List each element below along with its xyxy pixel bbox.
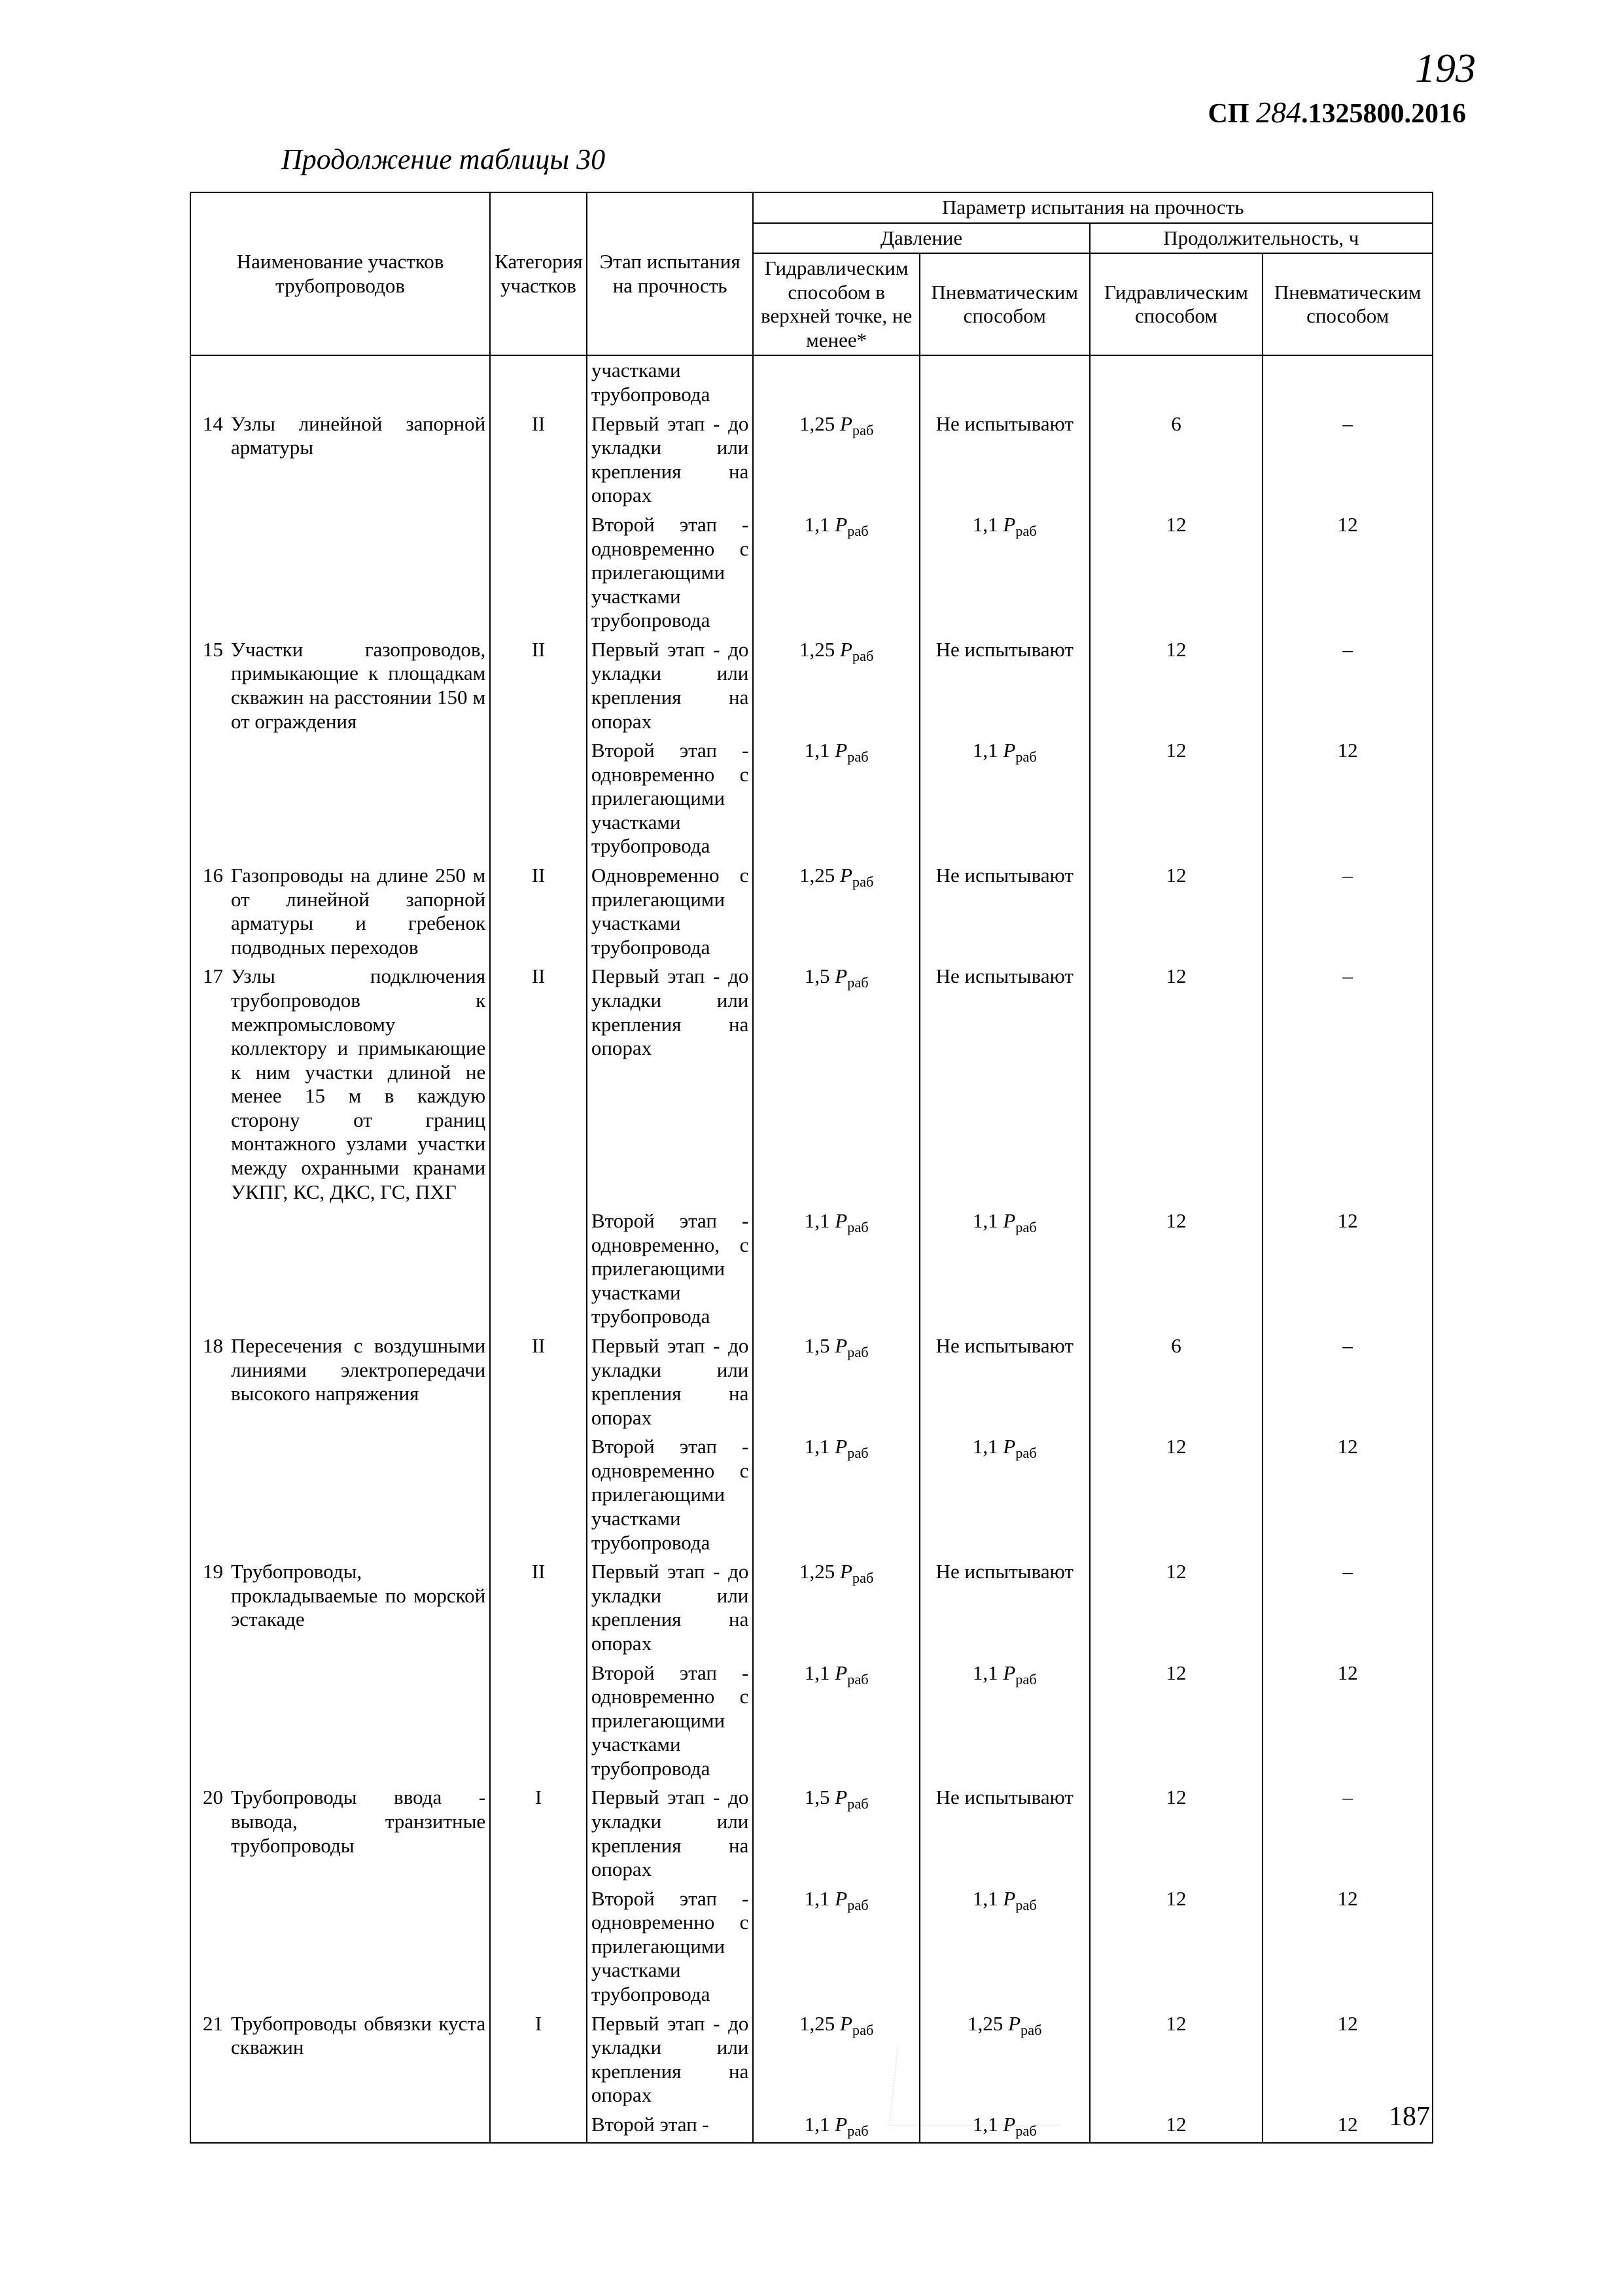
table-row: 20Трубопроводы ввода - вывода, транзитны…: [190, 1783, 1433, 1884]
table-row: 14Узлы линейной запорной арматурыIIПервы…: [190, 410, 1433, 510]
table-row: 18Пересечения с воздушными линиями элект…: [190, 1332, 1433, 1432]
table-row: Второй этап - одновременно с прилегающим…: [190, 1432, 1433, 1557]
col-hydro-top: Гидравлическим способом в верхней точке,…: [753, 253, 920, 355]
table-row: Второй этап - одновременно с прилегающим…: [190, 736, 1433, 861]
table-row: Второй этап - одновременно с прилегающим…: [190, 1659, 1433, 1784]
table-30-continuation: Наименование участков трубопроводов Кате…: [190, 192, 1433, 2144]
col-pneu: Пневматическим способом: [920, 253, 1090, 355]
table-row: Второй этап - одновременно с прилегающим…: [190, 510, 1433, 635]
col-pressure: Давление: [753, 223, 1089, 254]
col-param: Параметр испытания на прочность: [753, 192, 1433, 223]
handwritten-page-number: 193: [1415, 46, 1476, 92]
code-suffix: .1325800.2016: [1301, 99, 1466, 129]
code-prefix: СП: [1208, 99, 1249, 129]
table-row: Второй этап -1,1 Pраб1,1 Pраб1212: [190, 2110, 1433, 2144]
table-head: Наименование участков трубопроводов Кате…: [190, 192, 1433, 355]
table-body: участками трубопровода14Узлы линейной за…: [190, 355, 1433, 2143]
col-category: Категория участков: [490, 192, 587, 355]
col-pneu2: Пневматическим способом: [1263, 253, 1433, 355]
scan-artifact: [888, 2046, 1068, 2126]
table-row: участками трубопровода: [190, 355, 1433, 409]
col-duration: Продолжительность, ч: [1090, 223, 1433, 254]
col-name: Наименование участков трубопроводов: [190, 192, 490, 355]
table-row: 19Трубопроводы, прокладываемые по морско…: [190, 1557, 1433, 1658]
document-code: СП 284.1325800.2016: [1208, 95, 1467, 130]
table-row: Второй этап - одновременно, с прилегающи…: [190, 1207, 1433, 1332]
table-caption: Продолжение таблицы 30: [281, 143, 1433, 176]
table-row: 15Участки газопроводов, примыкающие к пл…: [190, 635, 1433, 736]
table-row: 21Трубопроводы обвязки куста скважинIПер…: [190, 2009, 1433, 2110]
code-handwritten: 284: [1256, 96, 1301, 129]
footer-page-number: 187: [1389, 2101, 1430, 2132]
col-hydro: Гидравлическим способом: [1090, 253, 1263, 355]
table-row: 17Узлы подключения трубопроводов к межпр…: [190, 962, 1433, 1207]
col-stage: Этап испытания на прочность: [587, 192, 754, 355]
table-row: Второй этап - одновременно с прилегающим…: [190, 1884, 1433, 2009]
table-row: 16Газопроводы на длине 250 м от линейной…: [190, 861, 1433, 962]
